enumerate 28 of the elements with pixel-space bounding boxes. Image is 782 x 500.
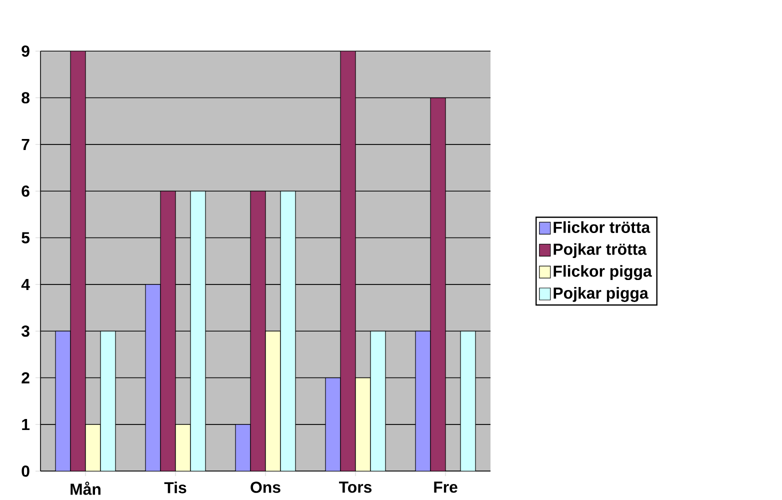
bar xyxy=(460,330,476,472)
y-tick-label: 0 xyxy=(22,465,30,477)
legend-label: Flickor pigga xyxy=(554,265,652,280)
bar xyxy=(370,330,386,472)
x-tick-label: Tis xyxy=(164,482,186,494)
y-tick-label: 5 xyxy=(22,232,30,244)
legend-label: Pojkar trötta xyxy=(554,243,647,258)
y-tick-label: 4 xyxy=(21,278,30,290)
y-tick-label: 2 xyxy=(22,372,30,384)
x-tick-label: Fre xyxy=(434,482,458,493)
y-tick-label: 3 xyxy=(21,325,30,337)
y-tick-label: 8 xyxy=(22,92,30,104)
y-tick-label: 6 xyxy=(22,185,30,197)
bar xyxy=(190,190,206,472)
x-tick-label: Tors xyxy=(339,482,372,493)
legend-label: Pojkar pigga xyxy=(554,286,648,302)
bar xyxy=(100,330,116,472)
bar xyxy=(175,424,191,472)
bar xyxy=(280,190,296,472)
x-tick-label: Mån xyxy=(70,482,100,495)
x-tick-label: Ons xyxy=(250,482,280,493)
y-tick-label: 9 xyxy=(22,45,30,57)
y-tick-label: 7 xyxy=(22,138,30,150)
bar xyxy=(85,424,101,472)
y-tick-label: 1 xyxy=(22,418,30,430)
bar xyxy=(355,377,371,472)
legend-label: Flickor trötta xyxy=(554,221,650,233)
bar xyxy=(265,330,281,472)
